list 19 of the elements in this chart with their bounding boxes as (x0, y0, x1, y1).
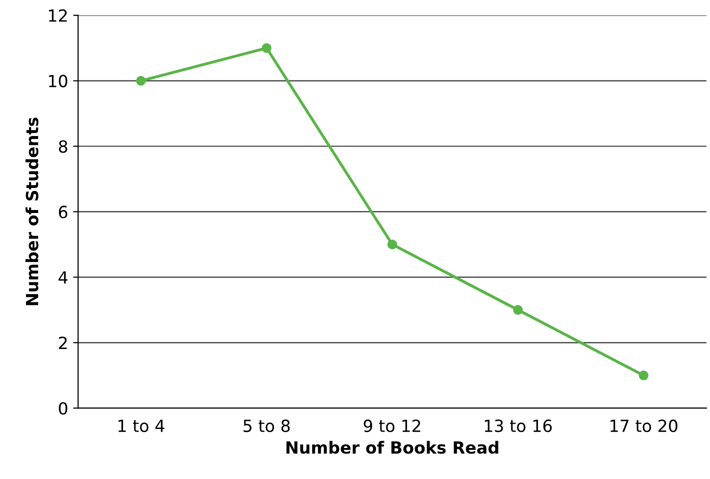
point (262, 43, 272, 53)
point (136, 76, 146, 86)
y-tick-label: 2 (58, 336, 67, 349)
y-tick-label: 6 (58, 206, 68, 218)
y-axis-title: Number of Students (25, 118, 38, 306)
x-tick-label: 17 to 20 (610, 420, 678, 432)
x-tick-label: 13 to 16 (484, 420, 552, 432)
y-tick-label: 12 (49, 9, 67, 22)
y-tick-label: 4 (58, 271, 68, 284)
point (513, 305, 523, 315)
y-tick-label: 8 (58, 140, 68, 153)
point (638, 370, 648, 380)
y-tick-label: 10 (49, 74, 68, 88)
x-tick-label: 9 to 12 (364, 420, 420, 432)
x-tick-label: 1 to 4 (118, 420, 164, 432)
x-tick-label: 5 to 8 (244, 420, 290, 432)
x-axis-title: Number of Books Read (286, 440, 498, 454)
y-tick-label: 0 (58, 402, 68, 415)
point (387, 240, 398, 250)
